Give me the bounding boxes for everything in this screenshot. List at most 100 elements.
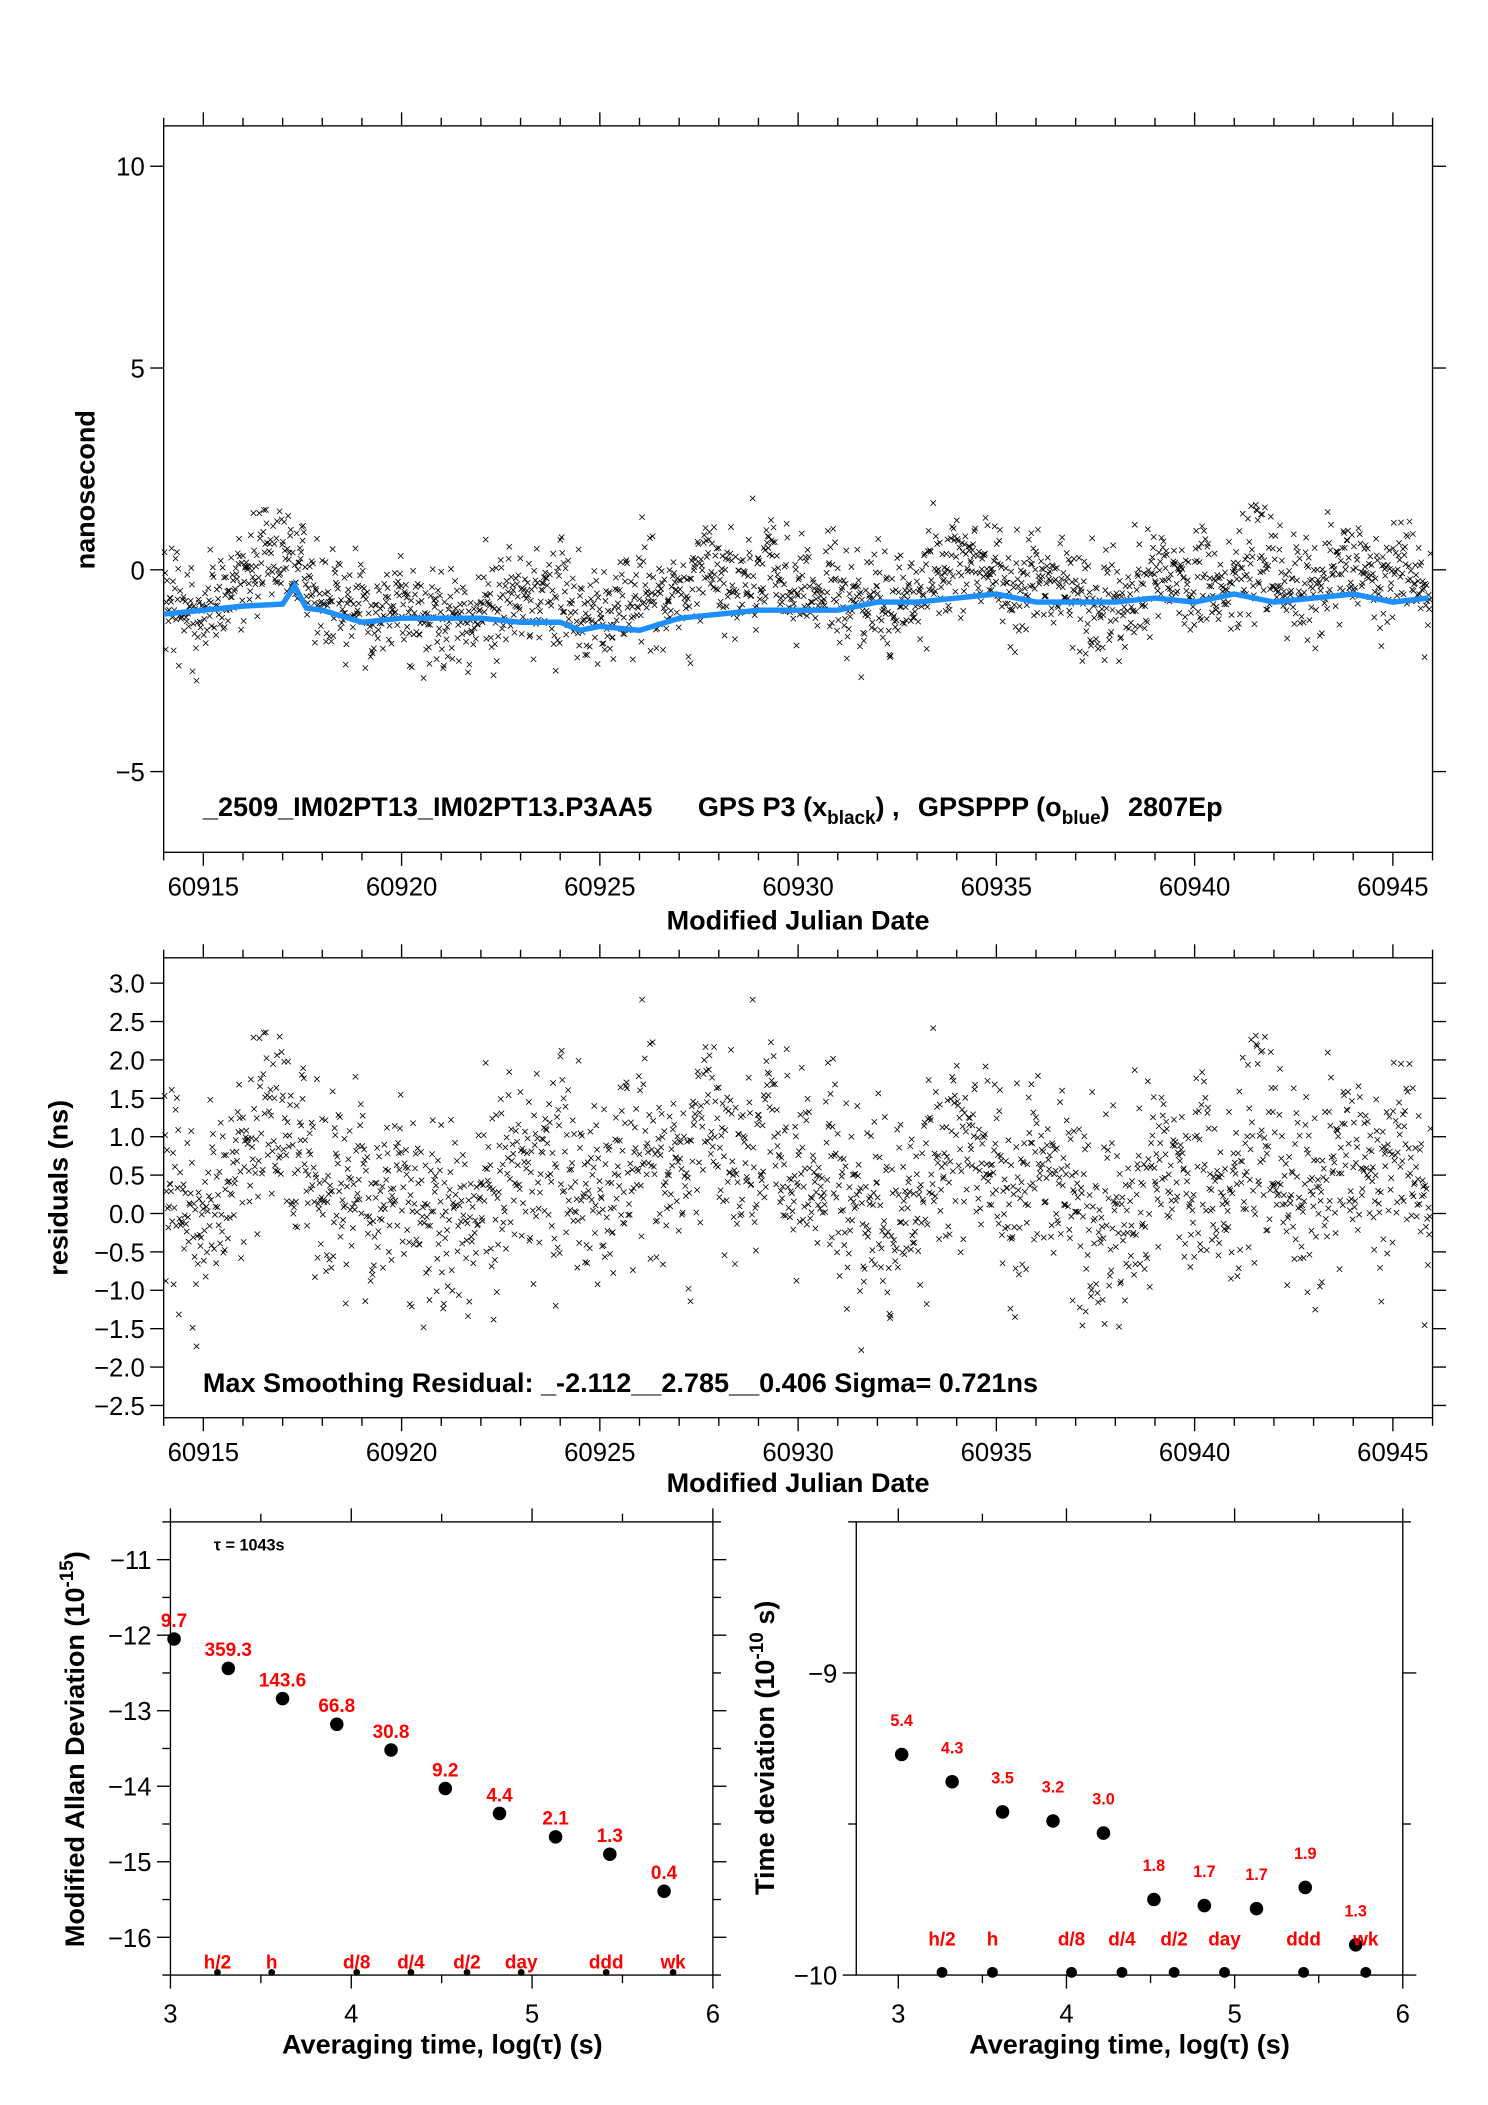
residual-point — [1001, 1176, 1008, 1183]
residual-point — [1373, 1096, 1380, 1103]
residual-point — [224, 1235, 231, 1242]
gps-p3-point — [1348, 583, 1355, 590]
residual-point — [682, 1183, 689, 1190]
gps-p3-point — [745, 536, 752, 543]
residual-point — [827, 1090, 834, 1097]
gps-p3-point — [1140, 570, 1147, 577]
residual-point — [1102, 1111, 1109, 1118]
gps-p3-point — [272, 578, 279, 585]
gps-p3-point — [517, 555, 524, 562]
residual-point — [306, 1130, 313, 1137]
residual-point — [260, 1071, 267, 1078]
gps-p3-point — [1046, 568, 1053, 575]
residual-point — [675, 1227, 682, 1234]
gps-p3-point — [875, 535, 882, 542]
x-tick-label: 60915 — [168, 1439, 239, 1467]
residual-point — [868, 1132, 875, 1139]
gps-p3-point — [1167, 571, 1174, 578]
residual-point — [270, 1138, 277, 1145]
residual-point — [1058, 1165, 1065, 1172]
gps-p3-point — [1235, 620, 1242, 627]
residual-point — [1416, 1201, 1423, 1207]
residual-point — [1424, 1261, 1431, 1268]
residual-point — [632, 1145, 639, 1152]
gps-p3-point — [739, 601, 746, 608]
gps-p3-point — [489, 566, 496, 573]
residual-point — [688, 1137, 695, 1144]
residual-point — [1361, 1120, 1368, 1127]
gps-p3-point — [1235, 560, 1242, 567]
residual-point — [1261, 1033, 1268, 1040]
residual-point — [273, 1084, 280, 1091]
gps-p3-point — [1306, 617, 1313, 624]
gps-p3-point — [1275, 588, 1282, 595]
residual-point — [247, 1182, 254, 1189]
gps-p3-point — [562, 565, 569, 572]
gps-p3-point — [633, 571, 640, 578]
gps-p3-point — [1178, 547, 1185, 554]
residual-point — [839, 1207, 846, 1214]
residual-point — [694, 1068, 701, 1075]
gps-p3-point — [470, 641, 477, 648]
residual-point — [576, 1144, 583, 1151]
residual-point — [855, 1161, 862, 1168]
gps-p3-point — [1356, 531, 1363, 538]
gps-p3-point — [284, 545, 291, 552]
gps-p3-point — [1182, 557, 1189, 564]
residual-point — [458, 1197, 465, 1204]
residual-point — [852, 1171, 859, 1177]
residual-point — [1037, 1165, 1044, 1172]
residual-point — [655, 1135, 662, 1142]
residual-point — [363, 1213, 370, 1220]
gps-p3-point — [1311, 544, 1318, 551]
residual-point — [808, 1209, 815, 1216]
residual-point — [680, 1110, 687, 1117]
residual-point — [861, 1265, 868, 1272]
residual-point — [1258, 1127, 1265, 1134]
gps-p3-point — [650, 574, 657, 581]
gps-p3-point — [715, 544, 722, 551]
residual-point — [494, 1194, 501, 1201]
residual-point — [593, 1122, 600, 1129]
residual-point — [394, 1222, 401, 1229]
residual-point — [796, 1148, 803, 1155]
residual-point — [1140, 1161, 1147, 1168]
time-marker-label: day — [505, 1952, 538, 1973]
gps-p3-point — [1194, 573, 1201, 580]
gps-p3-point — [905, 582, 912, 589]
residual-point — [862, 1183, 869, 1190]
residual-point — [888, 1233, 895, 1239]
gps-p3-point — [510, 587, 517, 594]
residual-point — [1167, 1162, 1174, 1169]
residual-point — [631, 1149, 638, 1156]
residual-point — [1239, 1158, 1246, 1165]
residual-point — [567, 1184, 574, 1191]
gps-p3-point — [824, 527, 831, 534]
gps-p3-point — [1260, 587, 1267, 594]
gps-p3-point — [1119, 612, 1126, 619]
residual-point — [500, 1219, 507, 1226]
residual-point — [864, 1130, 871, 1137]
gps-p3-point — [383, 599, 390, 606]
gps-p3-point — [878, 617, 885, 624]
residual-point — [499, 1161, 506, 1168]
gps-p3-point — [425, 644, 432, 651]
gps-p3-point — [1200, 574, 1207, 581]
residual-point — [472, 1249, 479, 1256]
residual-point — [1055, 1220, 1062, 1227]
residual-point — [167, 1181, 174, 1188]
gps-p3-point — [311, 639, 318, 646]
gps-p3-point — [1426, 606, 1433, 613]
gps-p3-point — [1119, 589, 1126, 596]
gps-p3-point — [1382, 572, 1389, 579]
gps-p3-point — [925, 527, 932, 534]
gps-p3-point — [687, 660, 694, 667]
residual-point — [1244, 1061, 1251, 1068]
gps-p3-point — [1180, 574, 1187, 581]
residual-point — [521, 1128, 528, 1135]
gps-p3-point — [1095, 645, 1102, 652]
gps-p3-point — [434, 587, 441, 594]
residual-point — [579, 1214, 586, 1221]
residual-point — [1202, 1094, 1209, 1101]
residual-point — [1280, 1192, 1287, 1199]
